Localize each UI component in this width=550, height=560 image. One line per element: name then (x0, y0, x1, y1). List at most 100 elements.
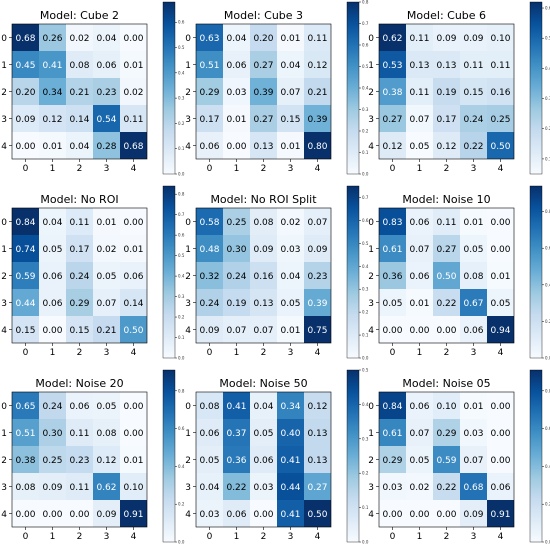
y-tick-label: 0 (368, 34, 374, 44)
heatmap-cell (304, 235, 331, 262)
colorbar-tick-label: 0.3 (362, 107, 369, 112)
colorbar-tick-label: 0.6 (362, 43, 369, 48)
cell-value-label: 0.24 (463, 115, 483, 125)
y-tick-label: 3 (368, 299, 374, 309)
heatmap-cell (433, 24, 460, 51)
heatmap-cell (433, 78, 460, 105)
cell-value-label: 0.54 (96, 115, 116, 125)
colorbar-tick-label: 0.0 (178, 172, 185, 177)
colorbar-tick-label: 0.6 (545, 246, 550, 251)
cell-value-label: 0.41 (226, 402, 246, 412)
cell-value-label: 0.00 (436, 510, 456, 520)
y-tick-label: 0 (185, 218, 191, 228)
heatmap-cell (39, 51, 66, 78)
cell-value-label: 0.25 (42, 456, 62, 466)
cell-value-label: 0.38 (15, 456, 35, 466)
heatmap-cell (196, 132, 223, 159)
heatmap-cell (487, 289, 514, 316)
cell-value-label: 0.39 (307, 299, 327, 309)
heatmap-cell (223, 24, 250, 51)
heatmap-cell (223, 51, 250, 78)
heatmap-cell (250, 24, 277, 51)
cell-value-label: 0.07 (280, 88, 300, 98)
heatmap-cell (277, 289, 304, 316)
cell-value-label: 0.05 (490, 299, 510, 309)
cell-value-label: 0.11 (69, 218, 89, 228)
heatmap-cell (12, 132, 39, 159)
heatmap-cell (93, 51, 120, 78)
cell-value-label: 0.29 (199, 88, 219, 98)
colorbar-tick-label: 0.2 (545, 502, 550, 507)
heatmap-cell (406, 78, 433, 105)
cell-value-label: 0.09 (463, 510, 483, 520)
heatmap-cell (39, 24, 66, 51)
colorbar (529, 369, 543, 543)
colorbar-tick-label: 0.5 (362, 64, 369, 69)
colorbar-tick-label: 0.0 (362, 540, 369, 545)
cell-value-label: 0.07 (253, 326, 273, 336)
heatmap-cell (304, 392, 331, 419)
heatmap-cell (379, 78, 406, 105)
cell-value-label: 0.03 (280, 245, 300, 255)
cell-value-label: 0.06 (123, 272, 143, 282)
heatmap-cell (196, 51, 223, 78)
cell-value-label: 0.27 (436, 245, 456, 255)
heatmap-panel: Model: Noise 100.83 0.06 0.11 0.01 0.000.61 0… (368, 185, 550, 361)
cell-value-label: 0.29 (382, 456, 402, 466)
y-tick-label: 4 (368, 326, 374, 336)
y-tick-label: 1 (185, 245, 191, 255)
heatmap-cell (433, 262, 460, 289)
heatmap-cell (487, 419, 514, 446)
heatmap-cell (66, 24, 93, 51)
cell-value-label: 0.41 (280, 510, 300, 520)
heatmap-cell (12, 446, 39, 473)
heatmap-cell (433, 208, 460, 235)
heatmap-cell (433, 316, 460, 343)
heatmap-cell (196, 105, 223, 132)
cell-value-label: 0.12 (307, 402, 327, 412)
x-tick-label: 4 (498, 164, 504, 174)
heatmap-cell (460, 51, 487, 78)
cell-value-label: 0.05 (96, 402, 116, 412)
cell-value-label: 0.68 (123, 142, 143, 152)
cell-value-label: 0.12 (42, 115, 62, 125)
heatmap-cell (487, 392, 514, 419)
cell-value-label: 0.08 (463, 272, 483, 282)
cell-value-label: 0.24 (199, 299, 219, 309)
heatmap-cell (223, 78, 250, 105)
y-tick-label: 2 (368, 88, 374, 98)
heatmap-cell (250, 51, 277, 78)
cell-value-label: 0.13 (307, 456, 327, 466)
cell-value-label: 0.09 (199, 326, 219, 336)
cell-value-label: 0.51 (15, 429, 35, 439)
cell-value-label: 0.16 (490, 88, 510, 98)
cell-value-label: 0.48 (199, 245, 219, 255)
x-tick-label: 0 (207, 532, 213, 542)
heatmap-cell (406, 235, 433, 262)
cell-value-label: 0.08 (253, 218, 273, 228)
heatmap-cell (196, 235, 223, 262)
x-tick-label: 0 (390, 164, 396, 174)
cell-value-label: 0.00 (490, 456, 510, 466)
cell-value-label: 0.01 (226, 115, 246, 125)
heatmap-panel: Model: Cube 60.62 0.11 0.09 0.09 0.100.53 0.1… (368, 1, 550, 175)
cell-value-label: 0.06 (226, 510, 246, 520)
heatmap-cell (66, 235, 93, 262)
heatmap-cell (120, 316, 147, 343)
heatmap-cell (304, 473, 331, 500)
cell-value-label: 0.10 (436, 402, 456, 412)
heatmap-cell (460, 316, 487, 343)
cell-value-label: 0.02 (96, 245, 116, 255)
cell-value-label: 0.01 (280, 142, 300, 152)
y-tick-label: 3 (1, 115, 7, 125)
heatmap-cell (433, 105, 460, 132)
colorbar-tick-label: 0.6 (545, 6, 550, 11)
heatmap-cell (406, 208, 433, 235)
x-tick-label: 1 (50, 532, 56, 542)
x-tick-label: 2 (77, 164, 83, 174)
x-tick-label: 0 (23, 348, 29, 358)
heatmap-cell (487, 132, 514, 159)
colorbar-tick-label: 0.4 (545, 464, 550, 469)
heatmap-cell (487, 446, 514, 473)
cell-value-label: 0.41 (42, 61, 62, 71)
